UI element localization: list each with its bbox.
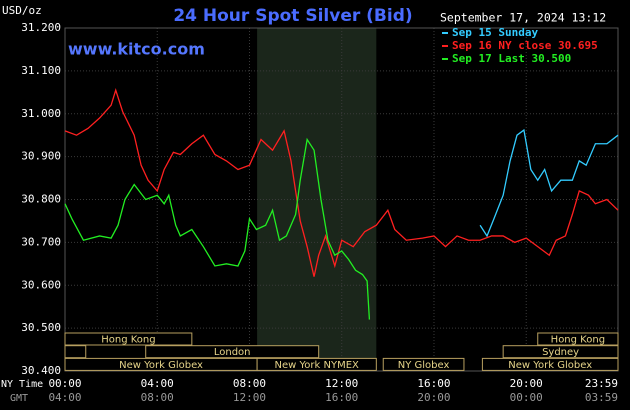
x2-tick-label: 03:59 (585, 391, 618, 404)
price-line (64, 88, 619, 277)
y-tick-label: 30.800 (21, 193, 61, 206)
y-tick-label: 30.600 (21, 278, 61, 291)
legend-entry: Sep 16 NY close 30.695 (452, 39, 598, 52)
site-label: www.kitco.com (68, 40, 205, 59)
session-box (256, 357, 377, 371)
price-line (479, 128, 619, 238)
y-unit: USD/oz (2, 4, 42, 17)
session-box (537, 332, 619, 346)
x-tick-label: 12:00 (325, 377, 358, 390)
session-box (481, 357, 619, 371)
session-highlight (257, 28, 377, 371)
y-tick-label: 31.200 (21, 21, 61, 34)
x-tick-label: 08:00 (233, 377, 266, 390)
x-tick-label: 00:00 (48, 377, 81, 390)
plot-frame (64, 27, 619, 372)
session-label: London (214, 347, 251, 358)
x2-tick-label: 16:00 (325, 391, 358, 404)
session-box (502, 345, 619, 359)
session-box (64, 345, 87, 359)
legend-entry: Sep 17 Last 30.500 (452, 52, 571, 65)
legend-entry: Sep 15 Sunday (452, 26, 538, 39)
session-box (64, 332, 193, 346)
session-label: Hong Kong (101, 335, 155, 346)
session-label: NY Globex (398, 360, 450, 371)
x2-tick-label: 12:00 (233, 391, 266, 404)
y-tick-label: 30.900 (21, 150, 61, 163)
x2-tick-label: 00:00 (510, 391, 543, 404)
session-box (382, 357, 465, 371)
session-label: New York NYMEX (275, 360, 360, 371)
legend-title: September 17, 2024 13:12 (440, 11, 606, 25)
x2-tick-label: 04:00 (48, 391, 81, 404)
x-tick-label: 20:00 (510, 377, 543, 390)
y-tick-label: 30.700 (21, 235, 61, 248)
y-tick-label: 31.100 (21, 64, 61, 77)
session-label: New York Globex (508, 360, 592, 371)
session-box (145, 345, 320, 359)
price-line (64, 137, 371, 320)
y-tick-label: 30.500 (21, 321, 61, 334)
x2-tick-label: 20:00 (417, 391, 450, 404)
session-label: New York Globex (119, 360, 203, 371)
x2-axis-label: GMT (10, 393, 28, 404)
x2-tick-label: 08:00 (141, 391, 174, 404)
x-tick-label: 04:00 (141, 377, 174, 390)
y-tick-label: 31.000 (21, 107, 61, 120)
x-axis-label: NY Time (1, 379, 43, 390)
y-tick-label: 30.400 (21, 364, 61, 377)
x-tick-label: 23:59 (585, 377, 618, 390)
session-label: Hong Kong (551, 335, 605, 346)
chart-title: 24 Hour Spot Silver (Bid) (173, 6, 412, 26)
x-tick-label: 16:00 (417, 377, 450, 390)
session-label: Sydney (542, 347, 579, 358)
